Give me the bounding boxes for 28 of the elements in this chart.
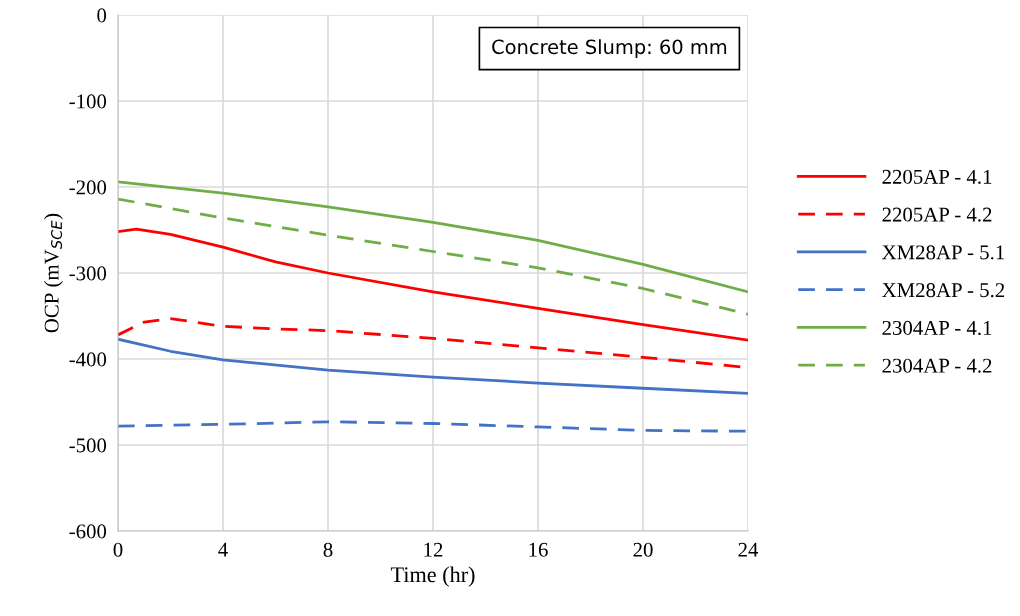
y-tick-label: -300 bbox=[69, 266, 107, 281]
y-axis-title: OCP (mV$_{SCE}$) bbox=[43, 213, 63, 333]
x-tick-label: 12 bbox=[424, 542, 443, 557]
line-series bbox=[118, 227, 748, 342]
x-tick-label: 16 bbox=[529, 542, 548, 557]
legend-label: 2304AP - 4.1 bbox=[882, 320, 992, 336]
legend-label: XM28AP - 5.1 bbox=[882, 245, 1004, 260]
annotation: Concrete Slump: 60 mm bbox=[492, 39, 727, 58]
y-tick-label: -500 bbox=[69, 438, 107, 453]
legend-label: 2205AP - 4.1 bbox=[882, 169, 992, 184]
line-series bbox=[118, 197, 748, 316]
legend-label: 2304AP - 4.2 bbox=[882, 358, 992, 373]
y-tick-label: -600 bbox=[69, 524, 107, 539]
x-axis-title: Time (hr) bbox=[390, 566, 475, 587]
x-tick-label: 24 bbox=[738, 542, 759, 557]
line-series bbox=[118, 337, 748, 395]
x-tick-label: 4 bbox=[218, 542, 228, 557]
line-series bbox=[118, 180, 748, 294]
x-tick-label: 20 bbox=[633, 542, 653, 557]
y-tick-label: 0 bbox=[97, 8, 107, 23]
legend-label: XM28AP - 5.2 bbox=[882, 283, 1005, 298]
y-tick-label: -400 bbox=[69, 352, 107, 367]
x-tick-label: 8 bbox=[323, 542, 333, 557]
line-series bbox=[118, 420, 748, 433]
y-tick-label: -200 bbox=[69, 180, 107, 195]
x-tick-label: 0 bbox=[113, 542, 123, 557]
legend-label: 2205AP - 4.2 bbox=[882, 207, 992, 222]
y-tick-label: -100 bbox=[69, 94, 107, 109]
